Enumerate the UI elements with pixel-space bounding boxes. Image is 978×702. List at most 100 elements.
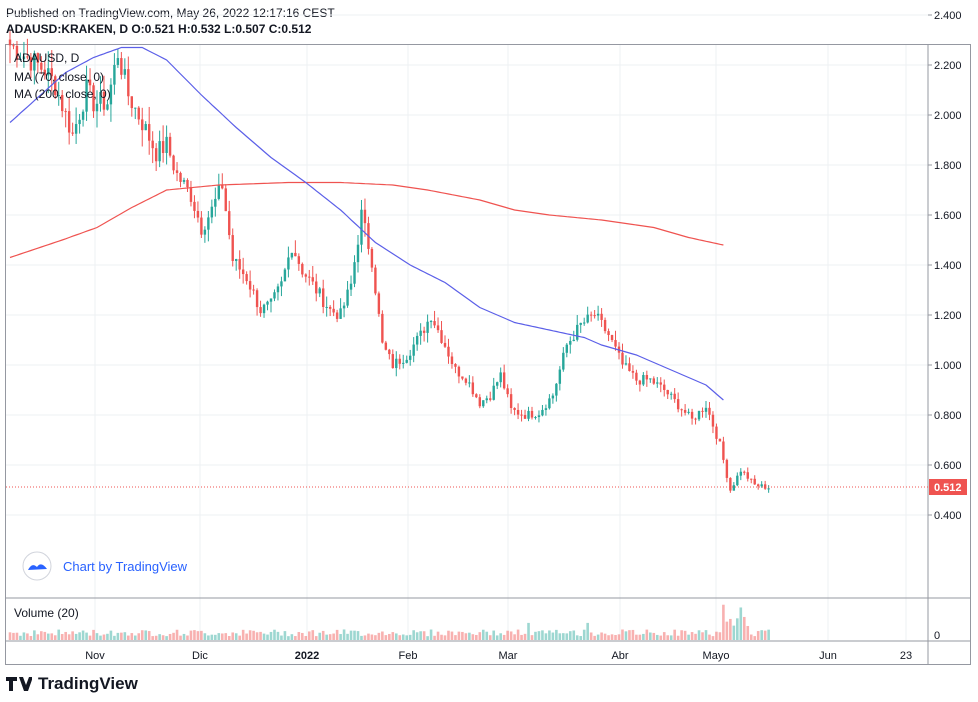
volume-bar xyxy=(485,631,489,640)
volume-bar xyxy=(360,635,363,640)
candle-body xyxy=(120,58,123,75)
volume-bar xyxy=(405,635,409,640)
x-tick-label: Mar xyxy=(499,650,518,662)
candle-body xyxy=(405,359,408,363)
candle-body xyxy=(64,111,67,113)
candle-body xyxy=(92,85,95,112)
volume-bar xyxy=(106,633,109,640)
y-tick-label: 1.600 xyxy=(934,210,962,222)
candle-body xyxy=(71,132,74,134)
candle-body xyxy=(127,69,130,97)
chart-frame[interactable] xyxy=(5,44,971,665)
candle-body xyxy=(436,325,440,331)
volume-bar xyxy=(370,634,374,640)
volume-bar xyxy=(12,632,15,640)
candle-body xyxy=(161,141,165,153)
volume-bar xyxy=(520,634,523,640)
volume-bar xyxy=(725,621,729,640)
volume-bar xyxy=(252,630,255,640)
volume-bar xyxy=(454,635,457,640)
y-tick-label: 1.400 xyxy=(934,260,962,272)
volume-bar xyxy=(384,635,388,640)
volume-bar xyxy=(186,635,189,640)
volume-bar xyxy=(22,632,26,640)
volume-bar xyxy=(374,635,377,640)
volume-bar xyxy=(687,634,690,640)
candle-body xyxy=(332,308,335,313)
volume-bar xyxy=(15,632,19,640)
candle-body xyxy=(353,262,356,284)
volume-bar xyxy=(200,630,203,640)
candle-body xyxy=(589,314,593,316)
watermark-text: Chart by TradingView xyxy=(63,559,188,574)
volume-bar xyxy=(283,631,287,640)
volume-bar xyxy=(471,634,475,640)
volume-bar xyxy=(555,629,558,640)
volume-bar xyxy=(767,629,770,640)
candle-body xyxy=(318,288,321,294)
candle-body xyxy=(635,372,638,381)
candle-body xyxy=(603,319,607,332)
volume-bar xyxy=(269,631,273,640)
last-price-label: 0.512 xyxy=(934,482,962,494)
volume-bar xyxy=(137,633,141,640)
candle-body xyxy=(757,484,760,487)
candle-body xyxy=(499,372,502,383)
volume-bar xyxy=(189,630,193,640)
candle-body xyxy=(74,124,78,134)
candle-body xyxy=(583,322,586,324)
volume-bar xyxy=(635,634,638,640)
candle-body xyxy=(255,290,259,308)
volume-bar xyxy=(328,634,332,640)
volume-bar xyxy=(245,633,248,640)
candle-body xyxy=(628,363,631,372)
volume-bar xyxy=(760,630,763,640)
volume-bar xyxy=(273,629,276,640)
volume-bar xyxy=(415,632,419,640)
volume-bar xyxy=(53,635,57,640)
volume-bar xyxy=(144,630,148,640)
volume-bar xyxy=(29,635,33,640)
candle-body xyxy=(600,313,603,320)
candle-body xyxy=(506,388,509,395)
volume-bar xyxy=(530,635,534,640)
volume-bar xyxy=(311,630,315,640)
candle-body xyxy=(422,330,426,333)
last-price-tag xyxy=(929,479,967,495)
x-tick-label: Feb xyxy=(399,650,418,662)
volume-bar xyxy=(492,630,496,640)
candle-body xyxy=(342,305,346,309)
brand-name: TradingView xyxy=(38,674,138,693)
candle-body xyxy=(210,206,214,218)
volume-bar xyxy=(172,632,175,640)
chart-header: Published on TradingView.com, May 26, 20… xyxy=(6,5,335,37)
volume-bar xyxy=(307,631,311,640)
candle-body xyxy=(290,252,294,258)
candle-body xyxy=(78,119,81,125)
candle-body xyxy=(8,39,12,46)
candle-body xyxy=(36,53,40,63)
volume-bar xyxy=(534,631,537,640)
candle-body xyxy=(130,96,133,109)
volume-bar xyxy=(193,630,196,640)
volume-bar xyxy=(443,635,447,640)
candle-body xyxy=(238,259,241,270)
candle-body xyxy=(736,475,739,486)
candle-body xyxy=(496,382,499,386)
volume-bar xyxy=(133,635,137,640)
candle-body xyxy=(102,91,106,110)
x-tick-label: Mayo xyxy=(703,650,730,662)
candle-body xyxy=(346,289,349,306)
volume-bar xyxy=(179,635,182,640)
volume-bar xyxy=(381,631,384,640)
legend-ma200: MA (200, close, 0) xyxy=(14,87,111,101)
candle-body xyxy=(12,45,15,47)
volume-bar xyxy=(301,632,304,640)
candle-body xyxy=(262,304,266,314)
tradingview-logo[interactable]: TradingView xyxy=(6,674,138,694)
candle-body xyxy=(725,459,729,478)
candle-body xyxy=(621,352,624,365)
volume-bar xyxy=(541,630,544,640)
candle-body xyxy=(513,407,516,410)
